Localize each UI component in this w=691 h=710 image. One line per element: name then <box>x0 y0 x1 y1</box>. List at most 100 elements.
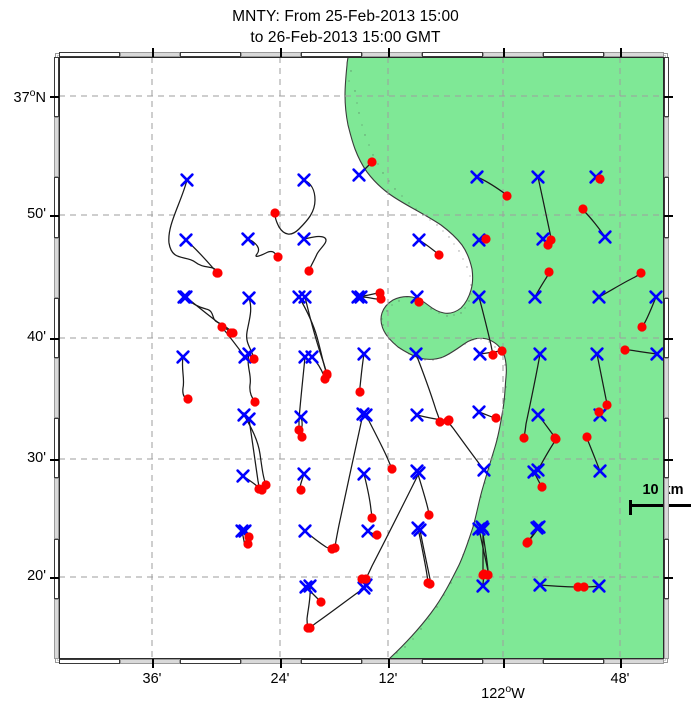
start-marker-x-icon <box>472 290 486 304</box>
end-marker-dot <box>573 582 583 592</box>
end-marker-dot <box>551 434 561 444</box>
start-marker-x-icon <box>177 290 191 304</box>
end-marker-dot <box>375 288 385 298</box>
start-marker-x-icon <box>472 405 486 419</box>
drifter-track <box>247 238 279 258</box>
start-marker-x-icon <box>176 350 190 364</box>
scale-bar <box>629 500 691 515</box>
end-marker-dot <box>330 543 340 553</box>
start-marker-x-icon <box>361 524 375 538</box>
end-marker-dot <box>322 369 332 379</box>
end-marker-dot <box>519 433 529 443</box>
drifter-track <box>181 356 189 400</box>
start-marker-x-icon <box>356 407 370 421</box>
start-marker-x-icon <box>473 347 487 361</box>
ruler-segment <box>664 177 669 238</box>
title-line-2: to 26-Feb-2013 15:00 GMT <box>250 29 441 46</box>
y-axis-tick-label: 50' <box>27 206 46 222</box>
end-marker-dot <box>355 387 365 397</box>
end-marker-dot <box>250 397 260 407</box>
end-marker-dot <box>361 574 371 584</box>
drifter-track <box>363 473 373 519</box>
start-marker-x-icon <box>533 347 547 361</box>
ruler-segment <box>664 117 669 178</box>
drifter-track <box>334 413 364 549</box>
map-canvas <box>59 57 664 659</box>
start-marker-x-icon <box>476 579 490 593</box>
x-axis-tick-label: 36' <box>142 671 162 687</box>
end-marker-dot <box>595 174 605 184</box>
end-marker-dot <box>582 432 592 442</box>
start-marker-x-icon <box>412 233 426 247</box>
end-marker-dot <box>367 157 377 167</box>
start-marker-x-icon <box>297 467 311 481</box>
end-marker-dot <box>594 407 604 417</box>
drifter-track <box>419 529 431 585</box>
start-marker-x-icon <box>413 523 427 537</box>
ruler-segment <box>664 297 669 358</box>
x-axis-tick <box>152 659 154 668</box>
start-marker-x-icon <box>303 579 317 593</box>
x-axis-tick-top <box>152 48 154 57</box>
end-marker-dot <box>537 482 547 492</box>
end-marker-dot <box>443 416 453 426</box>
ruler-segment <box>59 659 120 664</box>
y-axis-tick-label: 37oN <box>13 87 46 106</box>
start-marker-x-icon <box>533 578 547 592</box>
end-marker-dot <box>217 322 227 332</box>
ruler-segment <box>664 237 669 298</box>
x-axis-tick-label: 12' <box>378 671 398 687</box>
drifter-track <box>417 527 429 584</box>
y-axis-tick <box>50 215 59 217</box>
start-marker-x-icon <box>241 232 255 246</box>
end-marker-dot <box>254 484 264 494</box>
drifter-track <box>303 235 327 272</box>
drifter-track <box>298 296 328 376</box>
end-marker-dot <box>434 250 444 260</box>
page-title: MNTY: From 25-Feb-2013 15:00 to 26-Feb-2… <box>0 6 691 48</box>
start-marker-x-icon <box>593 464 607 478</box>
end-marker-dot <box>316 597 326 607</box>
y-axis-tick-right <box>664 96 673 98</box>
end-marker-dot <box>620 345 630 355</box>
start-marker-x-icon <box>590 347 604 361</box>
ruler-segment <box>422 659 483 664</box>
x-axis-tick <box>280 659 282 668</box>
end-marker-dot <box>212 268 222 278</box>
start-marker-x-icon <box>598 230 612 244</box>
gridlines <box>59 57 664 659</box>
start-marker-x-icon <box>179 233 193 247</box>
y-axis-tick <box>50 338 59 340</box>
start-marker-x-icon <box>528 290 542 304</box>
x-axis-tick <box>503 659 505 668</box>
end-marker-dot <box>502 191 512 201</box>
end-marker-dot <box>488 350 498 360</box>
ruler-segment <box>301 659 362 664</box>
map-plot-area[interactable]: 10 km <box>59 57 691 659</box>
ruler-segment <box>664 358 669 419</box>
x-axis-tick-label: 122oW <box>481 683 525 702</box>
drifter-track <box>274 179 316 235</box>
end-marker-dot <box>249 354 259 364</box>
end-marker-dot <box>387 464 397 474</box>
title-line-1: MNTY: From 25-Feb-2013 15:00 <box>232 8 459 25</box>
scale-bar-label: 10 km <box>642 482 684 498</box>
start-marker-x-icon <box>242 291 256 305</box>
y-axis-tick-right <box>664 577 673 579</box>
start-marker-x-icon <box>532 520 546 534</box>
ruler-segment <box>119 659 180 664</box>
y-axis-tick-right <box>664 338 673 340</box>
start-marker-x-icon <box>298 524 312 538</box>
x-axis-tick-top <box>620 48 622 57</box>
start-marker-x-icon <box>531 170 545 184</box>
drifter-track <box>248 418 260 490</box>
start-marker-x-icon <box>357 467 371 481</box>
end-marker-dot <box>270 208 280 218</box>
start-marker-x-icon <box>236 469 250 483</box>
end-marker-dot <box>497 346 507 356</box>
end-marker-dot <box>273 252 283 262</box>
x-axis-tick-top <box>280 48 282 57</box>
ruler-segment <box>543 659 604 664</box>
start-marker-x-icon <box>297 232 311 246</box>
start-marker-x-icon <box>238 350 252 364</box>
